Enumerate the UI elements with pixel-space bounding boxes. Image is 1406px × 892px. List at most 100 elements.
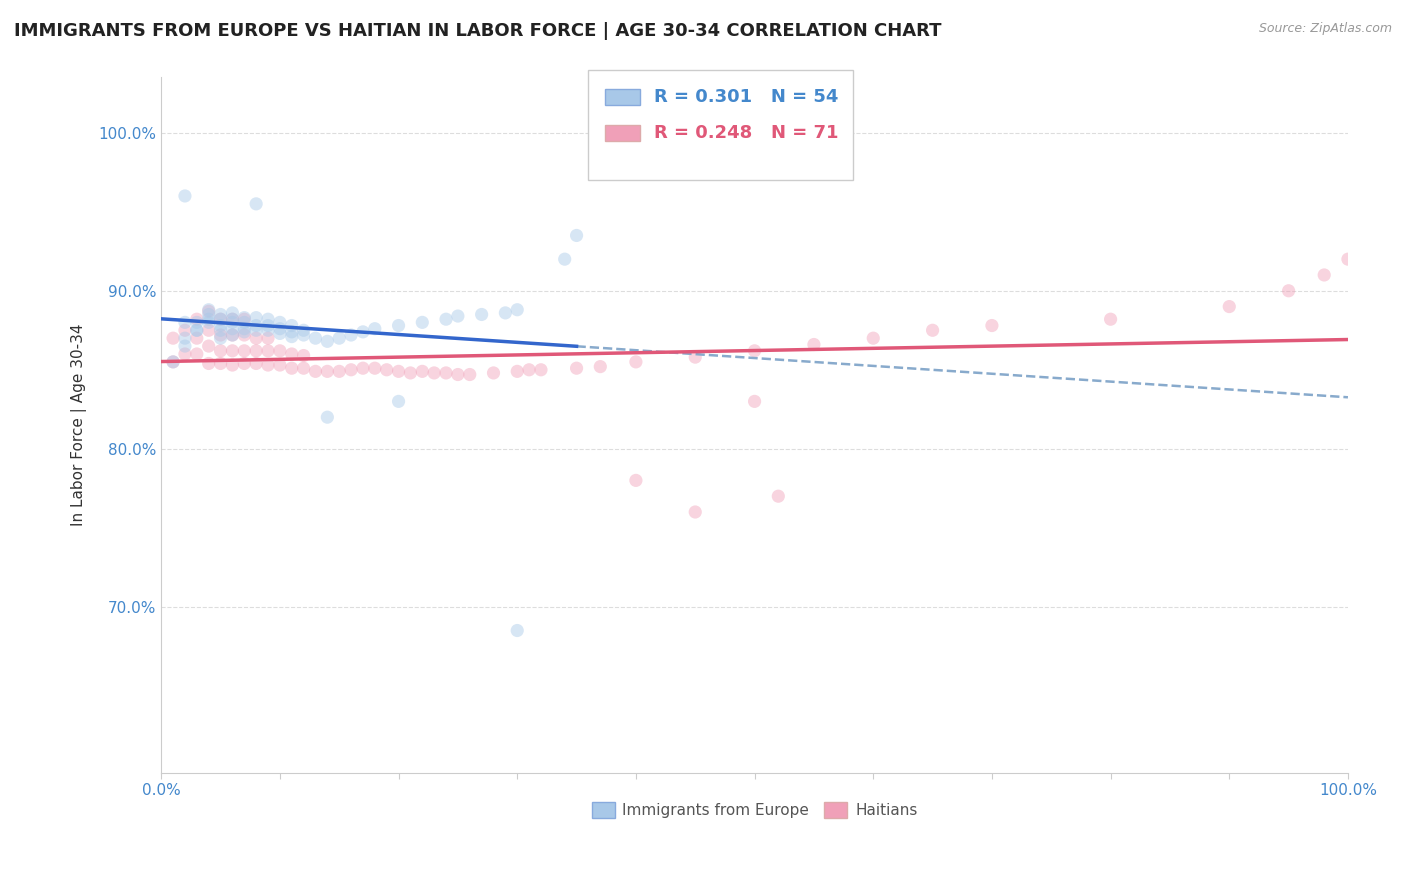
Point — [565, 228, 588, 243]
Point — [399, 366, 422, 380]
Point — [174, 331, 197, 345]
Point — [862, 331, 884, 345]
Point — [162, 331, 184, 345]
Point — [921, 323, 943, 337]
Point — [364, 361, 387, 376]
Point — [589, 359, 612, 374]
Point — [197, 302, 219, 317]
Point — [197, 356, 219, 370]
Point — [292, 349, 315, 363]
Point — [209, 328, 232, 343]
Point — [245, 356, 267, 370]
Point — [269, 315, 291, 329]
Point — [233, 328, 256, 343]
Point — [328, 364, 350, 378]
Point — [411, 364, 433, 378]
Point — [292, 328, 315, 343]
Point — [506, 302, 529, 317]
Point — [447, 309, 470, 323]
Point — [387, 364, 409, 378]
Point — [209, 323, 232, 337]
Point — [554, 252, 576, 267]
Point — [316, 410, 339, 425]
Point — [1278, 284, 1301, 298]
Point — [221, 306, 243, 320]
Point — [245, 310, 267, 325]
Point — [186, 347, 208, 361]
Point — [304, 364, 326, 378]
Point — [233, 343, 256, 358]
Point — [257, 331, 280, 345]
Point — [269, 343, 291, 358]
Point — [186, 315, 208, 329]
Point — [197, 315, 219, 329]
Point — [494, 306, 516, 320]
Point — [506, 364, 529, 378]
Point — [197, 339, 219, 353]
Point — [281, 318, 304, 333]
Point — [233, 315, 256, 329]
Point — [340, 363, 363, 377]
Point — [174, 347, 197, 361]
Point — [411, 315, 433, 329]
Point — [245, 331, 267, 345]
Point — [565, 361, 588, 376]
Point — [197, 323, 219, 337]
Point — [221, 315, 243, 329]
Point — [221, 358, 243, 372]
Point — [162, 355, 184, 369]
Text: R = 0.301   N = 54: R = 0.301 N = 54 — [654, 88, 838, 106]
Point — [530, 363, 553, 377]
Point — [423, 366, 446, 380]
Point — [683, 505, 706, 519]
Point — [233, 312, 256, 326]
Point — [233, 310, 256, 325]
Point — [174, 339, 197, 353]
Point — [174, 315, 197, 329]
Text: R = 0.248   N = 71: R = 0.248 N = 71 — [654, 124, 838, 142]
Point — [447, 368, 470, 382]
Point — [375, 363, 398, 377]
Point — [209, 312, 232, 326]
Text: IMMIGRANTS FROM EUROPE VS HAITIAN IN LABOR FORCE | AGE 30-34 CORRELATION CHART: IMMIGRANTS FROM EUROPE VS HAITIAN IN LAB… — [14, 22, 942, 40]
Point — [209, 308, 232, 322]
Point — [245, 197, 267, 211]
Point — [458, 368, 481, 382]
Point — [292, 361, 315, 376]
Point — [209, 356, 232, 370]
Point — [269, 321, 291, 335]
Point — [186, 323, 208, 337]
Point — [209, 343, 232, 358]
Point — [364, 321, 387, 335]
Point — [257, 323, 280, 337]
Point — [245, 318, 267, 333]
Point — [209, 312, 232, 326]
Point — [269, 358, 291, 372]
Point — [434, 366, 457, 380]
Point — [186, 312, 208, 326]
Point — [221, 312, 243, 326]
Point — [683, 350, 706, 364]
Point — [803, 337, 825, 351]
Point — [233, 356, 256, 370]
Point — [328, 331, 350, 345]
Point — [186, 331, 208, 345]
Point — [292, 323, 315, 337]
Point — [174, 323, 197, 337]
Point — [269, 326, 291, 341]
Point — [434, 312, 457, 326]
Point — [162, 355, 184, 369]
Point — [245, 323, 267, 337]
Point — [197, 304, 219, 318]
Point — [221, 343, 243, 358]
Point — [316, 364, 339, 378]
Point — [304, 331, 326, 345]
Point — [281, 325, 304, 339]
Point — [221, 328, 243, 343]
Point — [197, 308, 219, 322]
Point — [281, 361, 304, 376]
Point — [340, 328, 363, 343]
Point — [186, 323, 208, 337]
Legend: Immigrants from Europe, Haitians: Immigrants from Europe, Haitians — [586, 796, 924, 824]
Point — [257, 358, 280, 372]
